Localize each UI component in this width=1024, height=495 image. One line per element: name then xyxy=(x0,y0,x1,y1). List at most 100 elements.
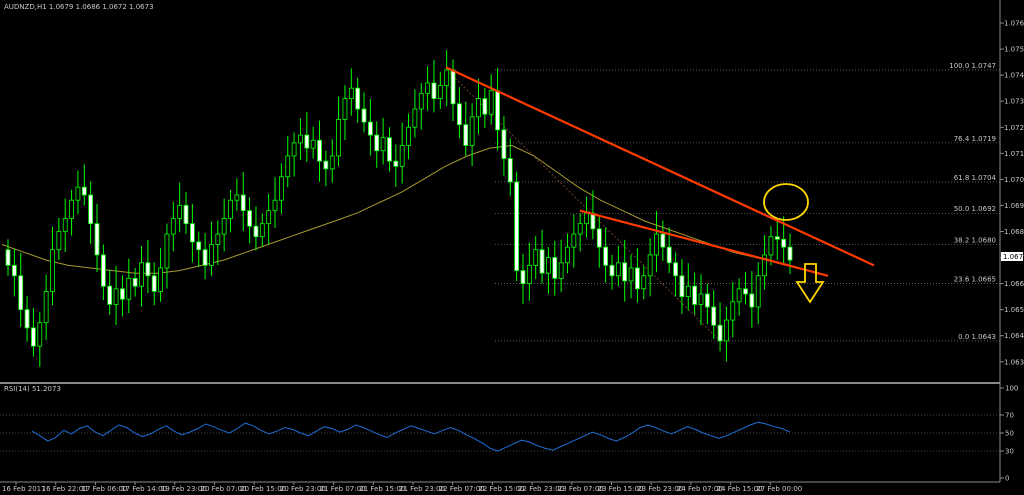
candle-body xyxy=(762,254,767,277)
candle xyxy=(11,248,17,297)
candle-body xyxy=(367,121,373,136)
candle xyxy=(323,150,329,187)
candle xyxy=(596,215,602,268)
time-tick-label: 23 Feb 15:00 xyxy=(598,485,644,493)
time-tick-label: 19 Feb 23:00 xyxy=(161,485,207,493)
time-tick-label: 22 Feb 07:00 xyxy=(439,485,485,493)
time-tick-label: 24 Feb 07:00 xyxy=(677,485,723,493)
candle xyxy=(520,253,526,305)
candle-body xyxy=(628,267,634,282)
candle-body xyxy=(132,277,138,287)
candle-body xyxy=(75,186,81,201)
rsi-tick-label: 30 xyxy=(1005,448,1014,456)
candle xyxy=(552,240,558,296)
candle xyxy=(62,198,68,253)
candle-body xyxy=(533,249,539,266)
candle-body xyxy=(507,158,513,183)
candle xyxy=(291,132,297,177)
price-tick-label: 1.0715 xyxy=(1004,150,1024,158)
candle-body xyxy=(418,92,424,110)
candle xyxy=(711,290,717,340)
candle xyxy=(100,244,106,301)
time-tick-label: 21 Feb 23:00 xyxy=(399,485,445,493)
candle xyxy=(75,170,81,215)
candle-body xyxy=(774,236,780,240)
price-tick-label: 1.0685 xyxy=(1004,228,1024,236)
candle xyxy=(622,239,628,302)
candle xyxy=(507,138,513,196)
candle-body xyxy=(476,98,481,118)
candle-body xyxy=(787,246,793,261)
candle-body xyxy=(348,87,354,99)
candle-body xyxy=(62,218,68,232)
candle xyxy=(609,254,615,290)
fib-level-label: 50.0 1.0692 xyxy=(954,205,996,213)
time-tick-label: 17 Feb 14:00 xyxy=(121,485,167,493)
candle-body xyxy=(215,233,221,245)
candle xyxy=(266,193,272,245)
candle-body xyxy=(278,176,284,201)
candle-body xyxy=(622,262,628,282)
candle-body xyxy=(679,275,685,298)
candle-body xyxy=(463,124,469,146)
candle-body xyxy=(56,231,62,251)
time-tick-label: 17 Feb 06:00 xyxy=(81,485,127,493)
rsi-indicator xyxy=(0,414,1000,452)
candle-body xyxy=(228,199,233,219)
candle xyxy=(50,226,55,306)
candle-body xyxy=(565,246,570,264)
candle xyxy=(336,96,342,167)
upper-trendline xyxy=(445,66,875,267)
candle-body xyxy=(361,108,367,123)
candle-body xyxy=(412,108,418,128)
candle-body xyxy=(88,194,94,225)
candle xyxy=(539,229,545,284)
candle-body xyxy=(698,293,704,305)
candle-body xyxy=(577,223,583,235)
rsi-header: RSI(14) 51.2073 xyxy=(4,385,61,393)
candle xyxy=(18,252,24,327)
candle-body xyxy=(107,285,113,305)
price-axis: 1.0765 1.0755 1.0745 1.0735 1.0725 1.0715 1.07… xyxy=(1000,20,1024,366)
candle xyxy=(482,88,488,129)
candle xyxy=(88,181,94,245)
candle-body xyxy=(310,139,316,149)
down-arrow-icon xyxy=(795,263,825,304)
candle xyxy=(69,189,74,236)
candle xyxy=(361,92,367,133)
candle xyxy=(132,267,138,297)
candle-body xyxy=(673,262,678,277)
time-tick-label: 21 Feb 07:00 xyxy=(320,485,366,493)
candle xyxy=(145,239,151,293)
candle xyxy=(215,220,221,266)
price-tick-label: 1.0765 xyxy=(1004,20,1024,28)
fib-level-label: 61.8 1.0704 xyxy=(954,174,997,182)
candle-body xyxy=(730,301,736,321)
candle xyxy=(189,203,195,263)
candle-body xyxy=(552,257,558,279)
price-tick-label: 1.0635 xyxy=(1004,358,1024,366)
candle xyxy=(164,223,170,289)
candle-body xyxy=(342,98,348,120)
rsi-tick-label: 100 xyxy=(1005,385,1018,393)
candle xyxy=(565,233,570,274)
candle-body xyxy=(399,145,405,167)
candle xyxy=(259,213,265,248)
candle xyxy=(183,191,189,235)
symbol-header: AUDNZD,H1 1.0679 1.0686 1.0672 1.0673 xyxy=(4,3,154,11)
candle xyxy=(253,206,259,251)
candle-body xyxy=(635,267,640,290)
candle-body xyxy=(596,228,602,248)
candle-body xyxy=(100,254,106,287)
candle-body xyxy=(469,116,475,146)
candle-body xyxy=(247,210,252,227)
candle-body xyxy=(5,249,11,266)
candle xyxy=(768,226,774,266)
candle-body xyxy=(221,218,227,235)
candle xyxy=(603,227,609,283)
candle xyxy=(762,235,767,290)
candle-body xyxy=(736,288,742,303)
candle-body xyxy=(31,327,36,347)
rsi-axis: 100 70 50 30 0 xyxy=(1000,385,1018,483)
